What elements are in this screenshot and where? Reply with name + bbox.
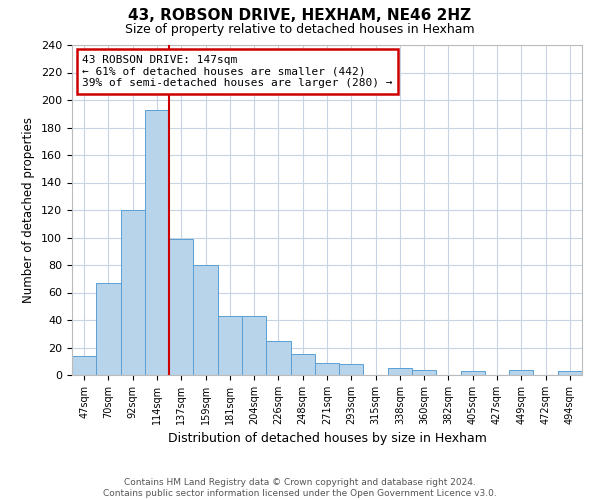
Bar xyxy=(145,110,169,375)
Bar xyxy=(558,371,582,375)
X-axis label: Distribution of detached houses by size in Hexham: Distribution of detached houses by size … xyxy=(167,432,487,446)
Text: 43, ROBSON DRIVE, HEXHAM, NE46 2HZ: 43, ROBSON DRIVE, HEXHAM, NE46 2HZ xyxy=(128,8,472,22)
Bar xyxy=(509,370,533,375)
Bar xyxy=(266,340,290,375)
Bar xyxy=(290,354,315,375)
Text: Size of property relative to detached houses in Hexham: Size of property relative to detached ho… xyxy=(125,22,475,36)
Bar xyxy=(169,239,193,375)
Text: Contains HM Land Registry data © Crown copyright and database right 2024.
Contai: Contains HM Land Registry data © Crown c… xyxy=(103,478,497,498)
Bar xyxy=(388,368,412,375)
Text: 43 ROBSON DRIVE: 147sqm
← 61% of detached houses are smaller (442)
39% of semi-d: 43 ROBSON DRIVE: 147sqm ← 61% of detache… xyxy=(82,55,392,88)
Bar xyxy=(339,364,364,375)
Bar xyxy=(315,362,339,375)
Bar xyxy=(72,356,96,375)
Bar xyxy=(96,283,121,375)
Bar xyxy=(242,316,266,375)
Bar xyxy=(218,316,242,375)
Bar xyxy=(193,265,218,375)
Bar xyxy=(121,210,145,375)
Bar xyxy=(412,370,436,375)
Bar xyxy=(461,371,485,375)
Y-axis label: Number of detached properties: Number of detached properties xyxy=(22,117,35,303)
